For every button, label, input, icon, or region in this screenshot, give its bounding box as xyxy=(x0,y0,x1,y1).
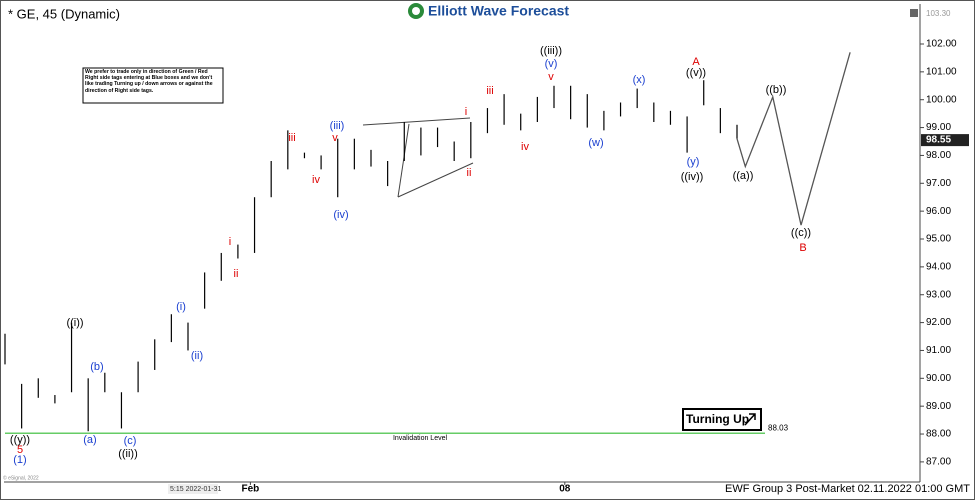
y-tick-label: 93.00 xyxy=(926,289,951,300)
cursor-time-box xyxy=(168,484,218,494)
wave-label: (iii) xyxy=(330,120,345,132)
wave-label: (1) xyxy=(13,454,26,466)
wave-label: v xyxy=(548,71,554,83)
symbol-title: * GE, 45 (Dynamic) xyxy=(8,6,120,21)
y-tick-label: 99.00 xyxy=(926,122,951,133)
wave-label: iv xyxy=(521,141,529,153)
wave-label: ((v)) xyxy=(686,67,706,79)
triangle-line xyxy=(362,117,471,126)
button-arrow xyxy=(744,413,756,426)
note-box xyxy=(82,67,224,104)
wave-label: (b) xyxy=(90,361,103,373)
wave-label: (c) xyxy=(124,435,137,447)
turning-up-button[interactable]: Turning Up xyxy=(682,408,762,431)
wave-label: ((ii)) xyxy=(118,448,138,460)
wave-label: iii xyxy=(486,85,493,97)
x-tick-label: Feb xyxy=(241,484,259,495)
y-tick-label: 94.00 xyxy=(926,262,951,273)
wave-label: (w) xyxy=(588,137,603,149)
wave-label: ((a)) xyxy=(733,170,754,182)
y-tick-label: 100.00 xyxy=(926,94,957,105)
y-tick-label: 96.00 xyxy=(926,206,951,217)
wave-label: (ii) xyxy=(191,350,203,362)
wave-label: ii xyxy=(234,268,239,280)
wave-label: A xyxy=(692,56,700,68)
wave-label: ((i)) xyxy=(66,317,83,329)
wave-label: (y) xyxy=(687,156,700,168)
wave-label: ((iii)) xyxy=(540,45,562,57)
button-box[interactable] xyxy=(682,408,762,431)
y-tick-label: 97.00 xyxy=(926,178,951,189)
wave-label: (i) xyxy=(176,301,186,313)
y-tick-label: 98.00 xyxy=(926,150,951,161)
triangle-line xyxy=(397,162,474,198)
wave-label: v xyxy=(332,132,338,144)
wave-label: iv xyxy=(312,174,320,186)
wave-label: i xyxy=(229,236,231,248)
x-tick-label: 08 xyxy=(559,484,571,495)
y-tick-label: 95.00 xyxy=(926,234,951,245)
triangle-line xyxy=(397,123,410,198)
button-label[interactable]: Turning Up xyxy=(686,412,749,426)
y-tick-label: 89.00 xyxy=(926,401,951,412)
y-tick-label: 92.00 xyxy=(926,317,951,328)
wave-label: 5 xyxy=(17,444,23,456)
y-tick-label: 87.00 xyxy=(926,457,951,468)
note-text: We prefer to trade only in direction of … xyxy=(85,69,213,94)
wave-label: (v) xyxy=(545,58,558,70)
projection-path xyxy=(736,52,851,226)
wave-label: (a) xyxy=(83,434,96,446)
wave-label: ((c)) xyxy=(791,227,811,239)
wave-label: ((iv)) xyxy=(681,171,704,183)
wave-label: B xyxy=(799,242,806,254)
y-tick-label: 102.00 xyxy=(926,39,957,50)
logo-text: Elliott Wave Forecast xyxy=(428,3,569,19)
status-text: EWF Group 3 Post-Market 02.11.2022 01:00… xyxy=(725,483,970,495)
logo-icon-inner xyxy=(412,7,420,15)
note-container: We prefer to trade only in direction of … xyxy=(85,69,213,94)
copyright: © eSignal, 2022 xyxy=(3,474,39,481)
cursor-time: 5:15 2022-01-31 xyxy=(170,486,221,493)
invalidation-value: 88.03 xyxy=(768,423,789,432)
invalidation-label: Invalidation Level xyxy=(393,435,448,442)
corner-value: 103.30 xyxy=(926,9,951,18)
last-price-box xyxy=(921,134,969,147)
wave-label: iii xyxy=(288,132,295,144)
y-tick-label: 90.00 xyxy=(926,373,951,384)
wave-label: (x) xyxy=(633,74,646,86)
wave-label: ((y)) xyxy=(10,434,30,446)
y-tick-label: 101.00 xyxy=(926,66,957,77)
y-tick-label: 91.00 xyxy=(926,345,951,356)
wave-label: ii xyxy=(467,167,472,179)
y-tick-label: 88.00 xyxy=(926,429,951,440)
wave-label: i xyxy=(465,106,467,118)
last-price-label: 98.55 xyxy=(926,135,951,146)
wave-label: ((b)) xyxy=(766,84,787,96)
corner-icon xyxy=(910,9,918,17)
wave-label: (iv) xyxy=(333,209,348,221)
